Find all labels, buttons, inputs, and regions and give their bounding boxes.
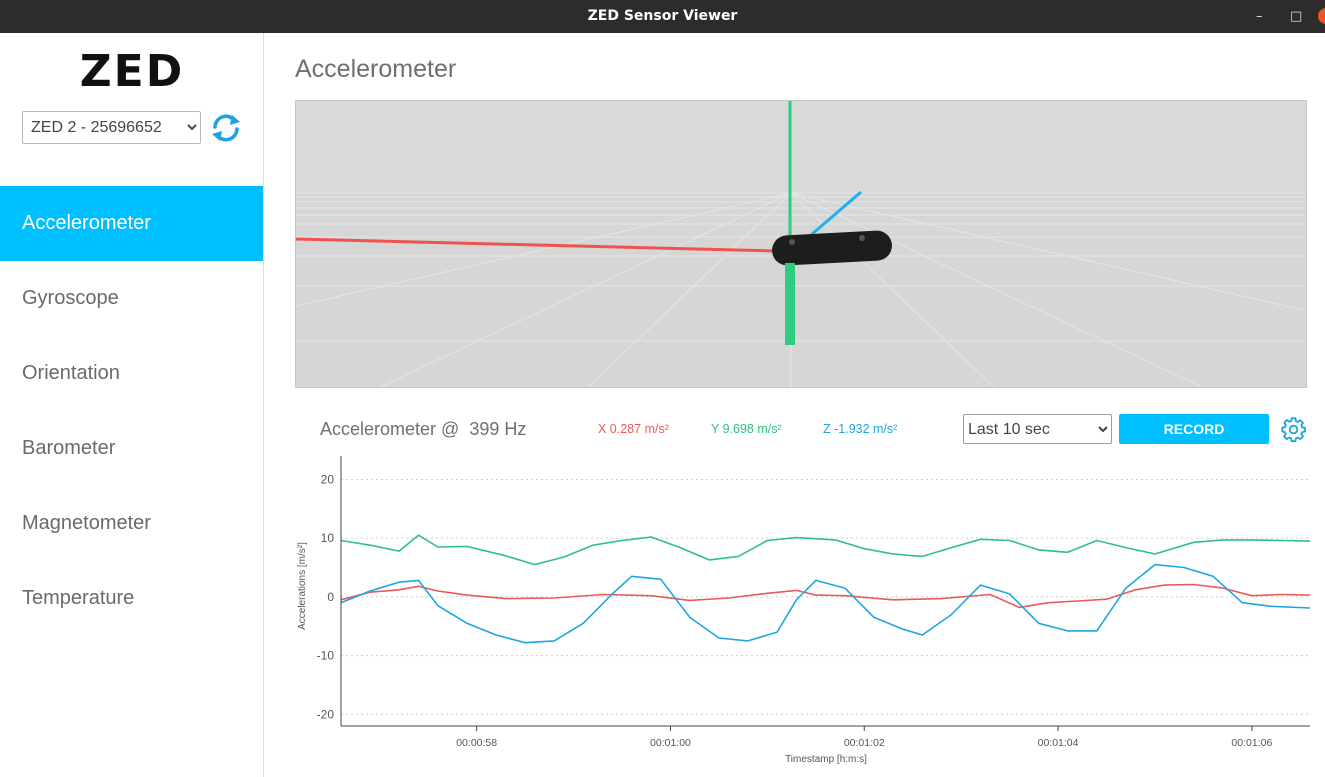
record-button[interactable]: RECORD <box>1119 414 1269 444</box>
nav-item-gyroscope[interactable]: Gyroscope <box>22 287 119 309</box>
device-select[interactable]: ZED 2 - 25696652 <box>22 111 201 144</box>
readout-x: X 0.287 m/s² <box>598 422 669 436</box>
x-tick-label: 00:01:00 <box>650 737 691 749</box>
y-tick-label: -10 <box>317 649 335 663</box>
series-line-z <box>340 563 1311 644</box>
nav-item-orientation[interactable]: Orientation <box>22 362 120 384</box>
refresh-icon[interactable] <box>210 113 242 143</box>
3d-scene <box>296 101 1306 387</box>
sidebar: ZED ZED 2 - 25696652 Accelerometer Gyros… <box>0 33 264 777</box>
sensor-nav: Accelerometer Gyroscope Orientation Baro… <box>0 186 263 636</box>
sensor-rate-label: Accelerometer @ 399 Hz <box>320 419 527 439</box>
window-titlebar: ZED Sensor Viewer – □ <box>0 0 1325 33</box>
y-tick-label: -20 <box>317 707 335 721</box>
minimize-icon[interactable]: – <box>1256 9 1263 24</box>
x-tick-label: 00:01:04 <box>1038 737 1079 749</box>
x-axis-label: Timestamp [h:m:s] <box>785 754 867 765</box>
accelerometer-chart: 20 10 0 -10 -20 00:00:58 00:01:00 00:01:02 00:01… <box>297 456 1311 765</box>
time-range-select[interactable]: Last 10 sec <box>963 414 1112 444</box>
y-tick-label: 20 <box>321 472 335 486</box>
y-axis-label: Accelerations [m/s²] <box>297 542 308 630</box>
maximize-icon[interactable]: □ <box>1290 9 1303 24</box>
gear-icon[interactable] <box>1280 416 1307 443</box>
x-tick-label: 00:00:58 <box>456 737 497 749</box>
readout-y: Y 9.698 m/s² <box>711 422 782 436</box>
x-tick-label: 00:01:06 <box>1231 737 1272 749</box>
nav-item-barometer[interactable]: Barometer <box>22 437 116 459</box>
svg-text:ZED: ZED <box>79 49 183 91</box>
y-tick-label: 0 <box>327 590 334 604</box>
series-line-x <box>340 583 1311 609</box>
nav-item-magnetometer[interactable]: Magnetometer <box>22 512 151 534</box>
nav-item-accelerometer[interactable]: Accelerometer <box>0 186 263 261</box>
window-title: ZED Sensor Viewer <box>587 8 738 24</box>
close-icon[interactable] <box>1318 8 1325 24</box>
y-tick-label: 10 <box>321 531 335 545</box>
series-line-y <box>340 534 1311 566</box>
x-tick-label: 00:01:02 <box>844 737 885 749</box>
page-title: Accelerometer <box>295 55 457 83</box>
nav-item-temperature[interactable]: Temperature <box>22 587 135 609</box>
readout-z: Z -1.932 m/s² <box>823 422 898 436</box>
3d-viewport[interactable] <box>295 100 1307 388</box>
zed-logo: ZED <box>0 46 263 97</box>
